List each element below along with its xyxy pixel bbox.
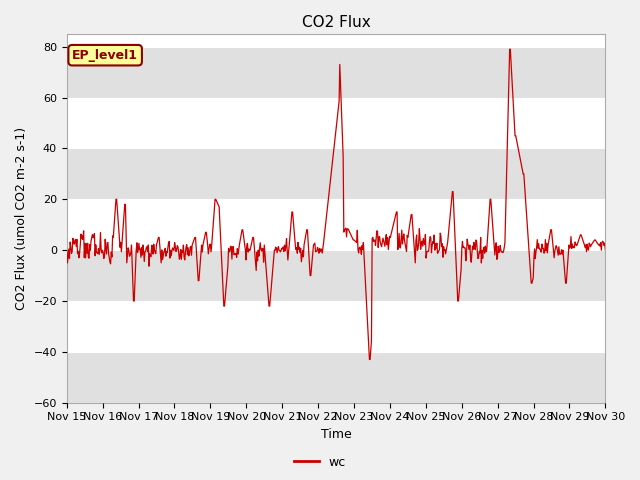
Title: CO2 Flux: CO2 Flux [301, 15, 371, 30]
Bar [67, 250, 605, 301]
X-axis label: Time: Time [321, 428, 351, 441]
Text: EP_level1: EP_level1 [72, 48, 138, 62]
Bar [67, 148, 605, 199]
Bar [67, 352, 605, 403]
Legend: wc: wc [289, 451, 351, 474]
Y-axis label: CO2 Flux (umol CO2 m-2 s-1): CO2 Flux (umol CO2 m-2 s-1) [15, 127, 28, 310]
Bar [67, 47, 605, 97]
